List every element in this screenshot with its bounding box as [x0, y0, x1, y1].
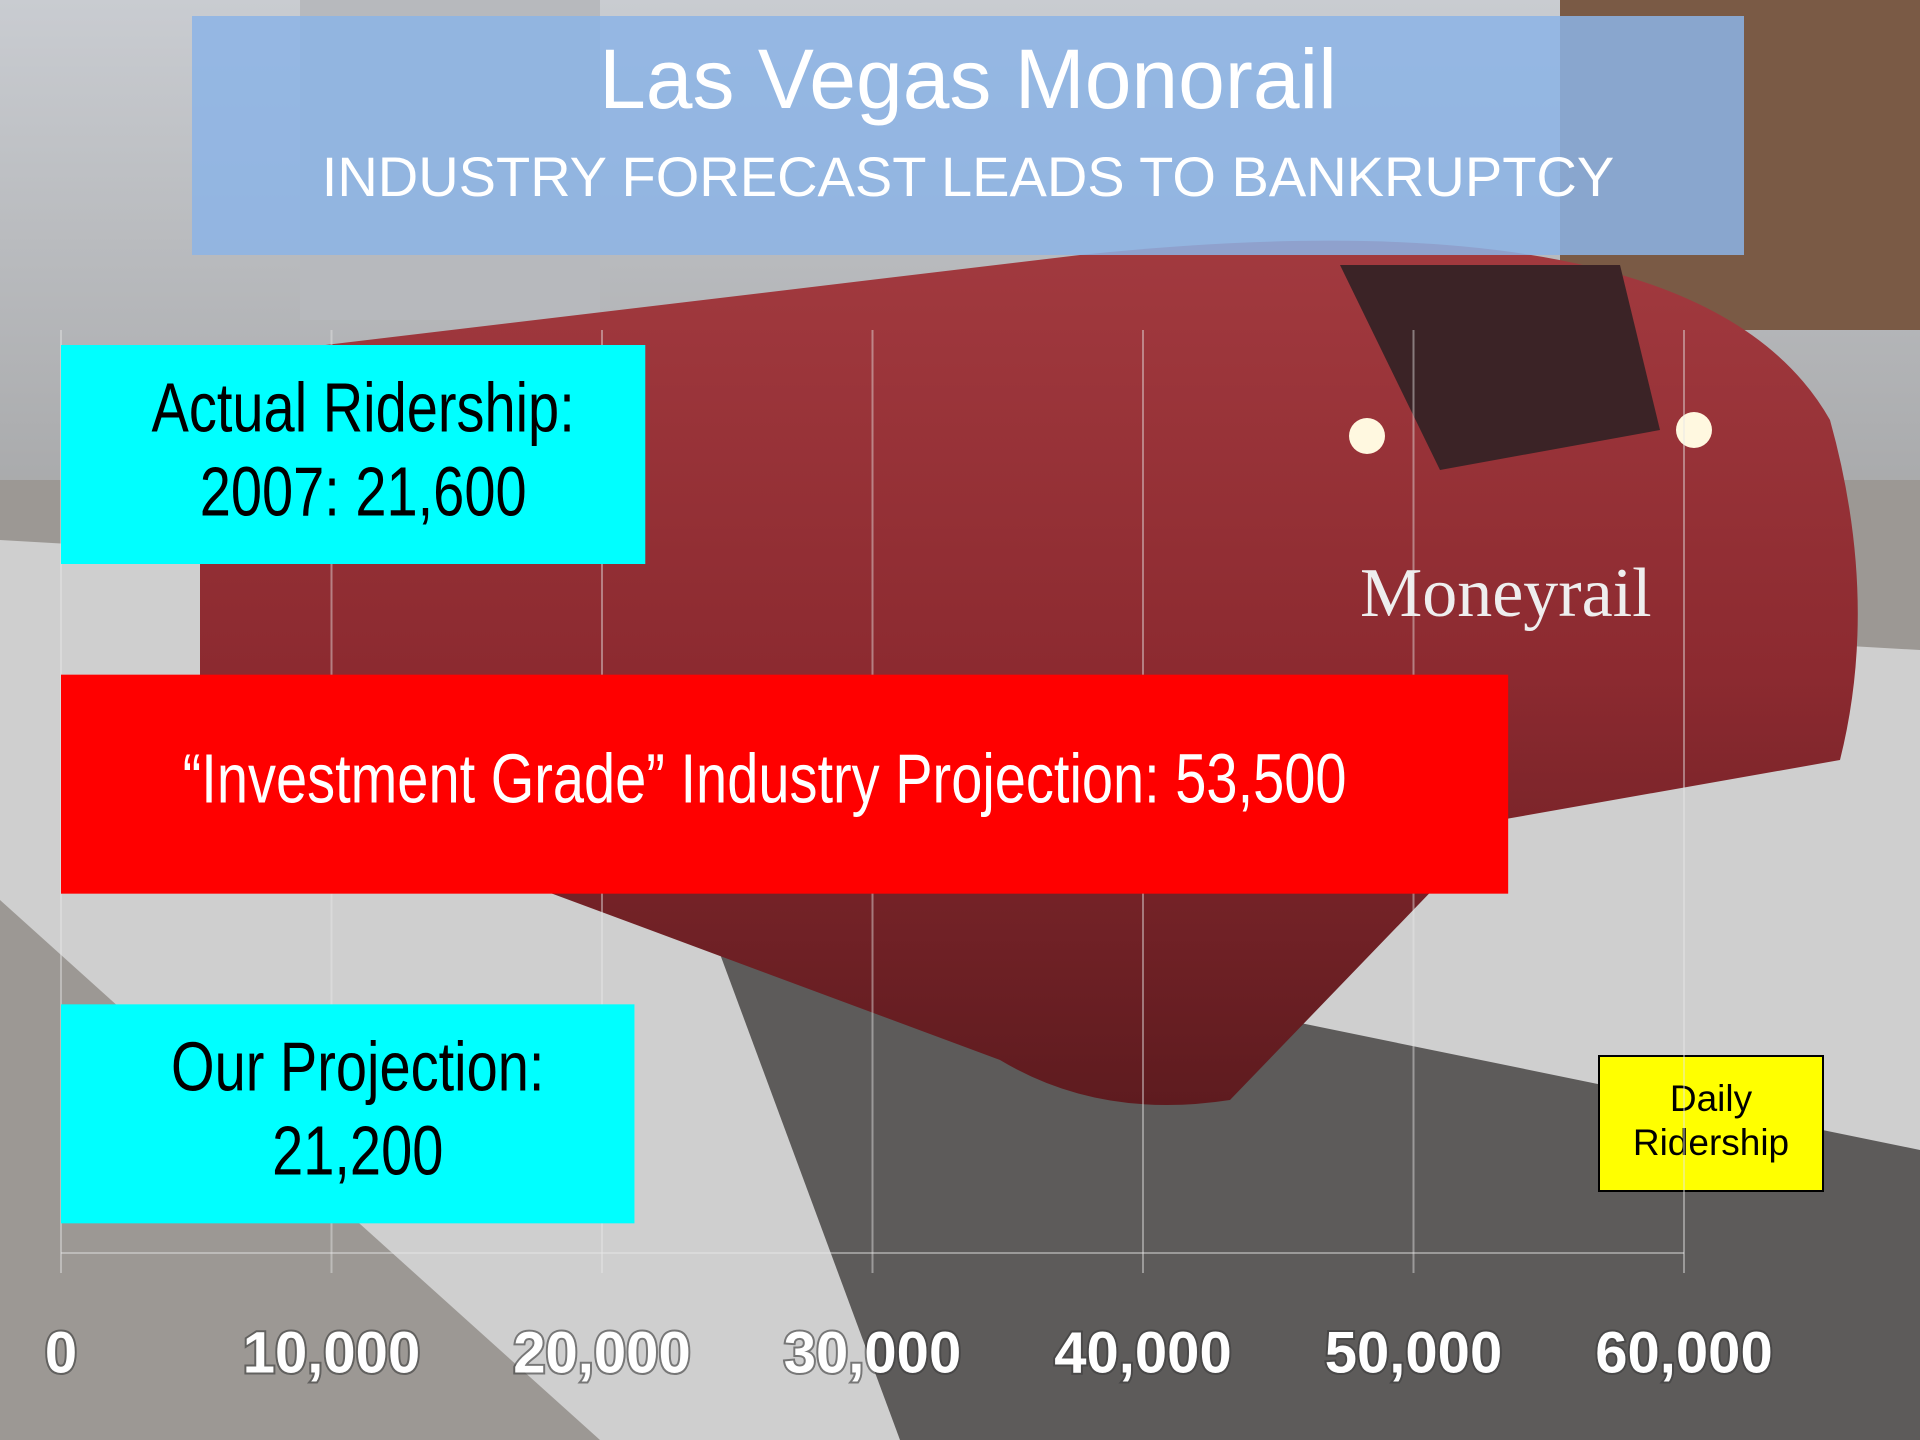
title-box — [192, 16, 1744, 255]
bar-label: Our Projection: 21,200 — [171, 1028, 544, 1189]
x-tick-label: 60,000 — [1595, 1320, 1772, 1385]
svg-text:Moneyrail: Moneyrail — [1360, 555, 1652, 632]
chart-subtitle: INDUSTRY FORECAST LEADS TO BANKRUPTCY — [322, 145, 1614, 208]
bar-label-group: Actual Ridership: 2007: 21,600 — [152, 369, 575, 530]
annotation: Daily Ridership — [1633, 1078, 1789, 1163]
bar-label: Actual Ridership: 2007: 21,600 — [152, 369, 575, 530]
bar — [61, 1004, 635, 1224]
bar-label: “Investment Grade” Industry Projection: … — [183, 741, 1347, 818]
bar — [61, 345, 646, 564]
annotation-box — [1598, 1055, 1824, 1192]
bar-label-group: Our Projection: 21,200 — [171, 1028, 544, 1189]
x-tick-label: 20,000 — [513, 1320, 690, 1385]
bar — [61, 674, 1509, 894]
x-tick-label: 10,000 — [243, 1320, 420, 1385]
bar-label-group: “Investment Grade” Industry Projection: … — [183, 741, 1347, 818]
x-tick-label: 30,000 — [784, 1320, 961, 1385]
x-tick-label: 40,000 — [1054, 1320, 1231, 1385]
x-tick-label: 0 — [45, 1320, 77, 1385]
chart-title: Las Vegas Monorail — [599, 32, 1337, 126]
x-tick-label: 50,000 — [1325, 1320, 1502, 1385]
